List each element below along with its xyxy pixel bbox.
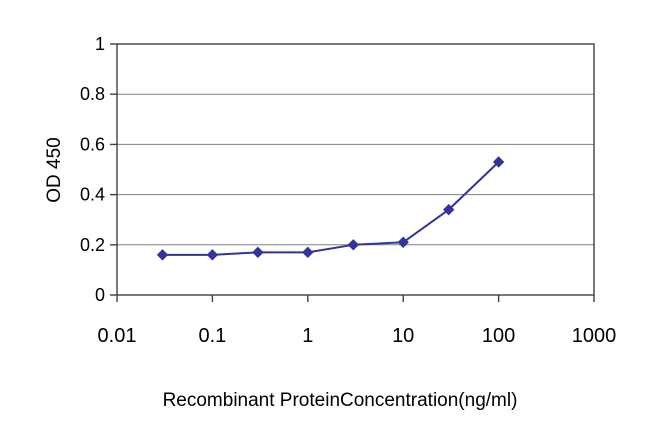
data-point-marker bbox=[397, 236, 409, 248]
x-axis-label: Recombinant ProteinConcentration(ng/ml) bbox=[163, 390, 518, 411]
x-tick-label: 1000 bbox=[572, 325, 617, 347]
series-line bbox=[161, 160, 500, 256]
y-tick-label: 0.8 bbox=[80, 84, 105, 104]
x-tick-label: 1 bbox=[302, 325, 313, 347]
data-point-marker bbox=[492, 156, 505, 168]
data-point-marker bbox=[206, 249, 219, 261]
y-tick-label: 0.6 bbox=[80, 134, 105, 154]
grid-layer bbox=[117, 43, 594, 246]
axis-layer bbox=[116, 43, 595, 296]
x-tick-label: 100 bbox=[482, 325, 515, 347]
x-tick-label: 0.1 bbox=[198, 325, 226, 347]
y-tick-label: 0.4 bbox=[80, 185, 105, 205]
plot-border bbox=[116, 43, 595, 296]
data-point-marker bbox=[156, 249, 169, 261]
data-point-marker bbox=[347, 239, 360, 251]
data-point-marker bbox=[302, 246, 314, 259]
y-axis-label: OD 450 bbox=[44, 137, 65, 202]
x-tick-label: 10 bbox=[392, 325, 414, 347]
tick-layer bbox=[110, 43, 595, 302]
x-tick-label: 0.01 bbox=[98, 325, 137, 347]
data-point-marker bbox=[252, 246, 264, 259]
series-layer bbox=[156, 156, 505, 261]
y-tick-label: 0 bbox=[95, 285, 105, 305]
y-tick-label: 1 bbox=[95, 34, 105, 54]
y-tick-label: 0.2 bbox=[80, 235, 105, 255]
tick-label-layer: 0 0.2 0.4 0.6 0.8 1 0.01 0.1 1 10 100 1000 bbox=[80, 34, 616, 347]
data-point-marker bbox=[443, 203, 455, 216]
